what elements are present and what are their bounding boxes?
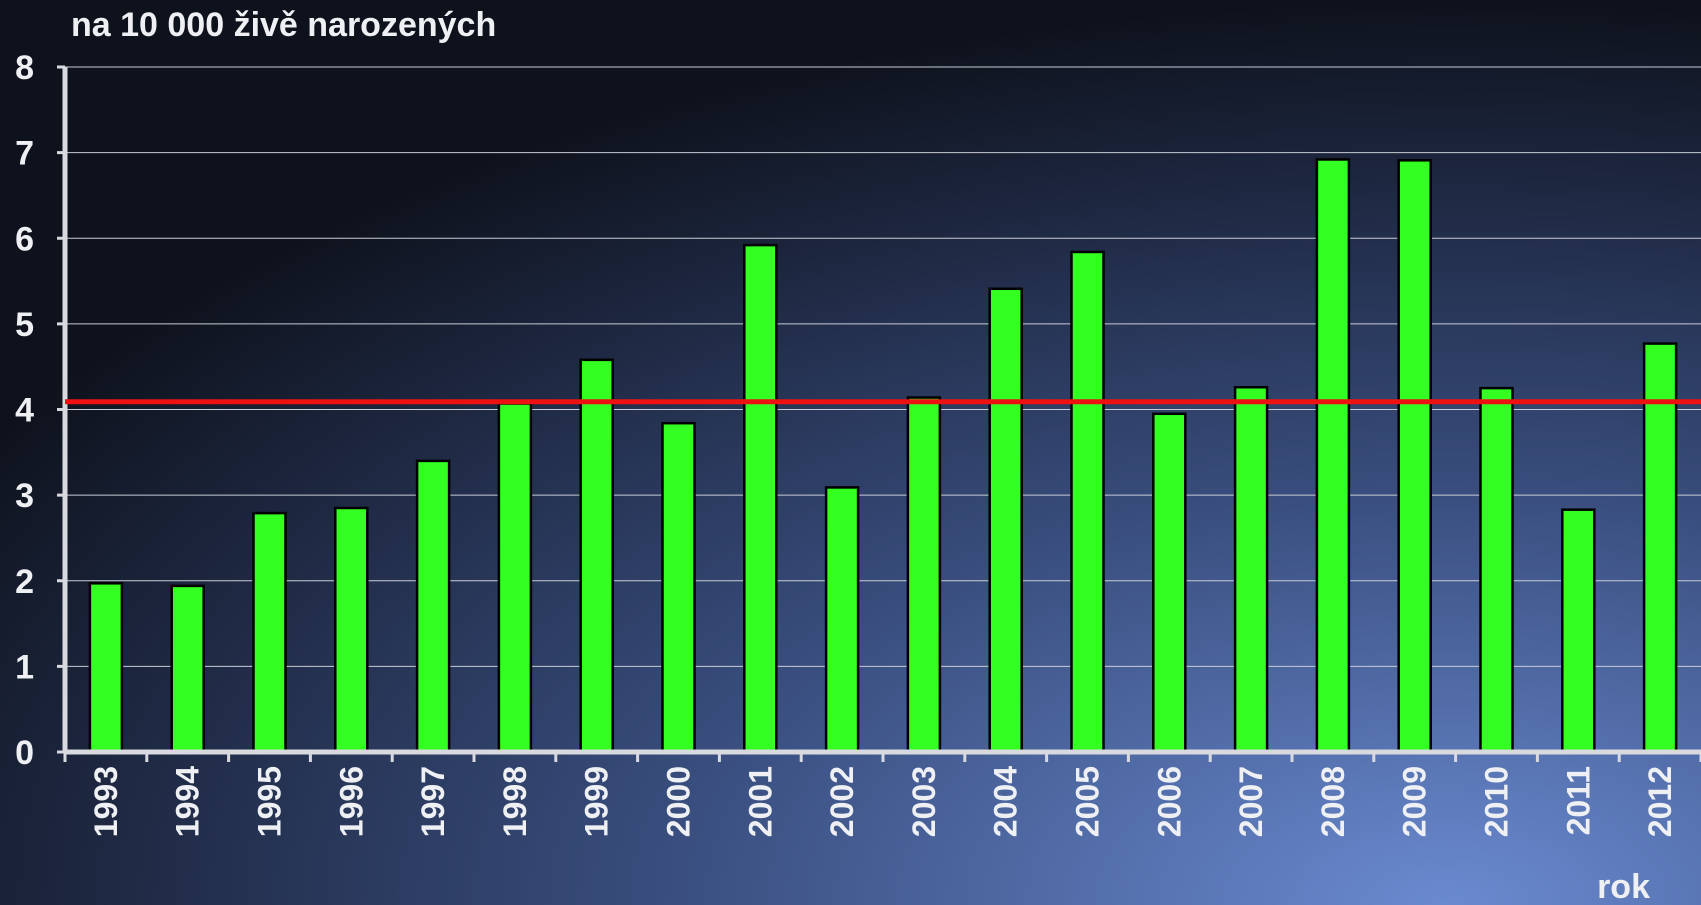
x-tick-label: 2012: [1642, 766, 1678, 837]
x-axis-label: rok: [1597, 868, 1650, 905]
y-tick-label: 3: [15, 477, 34, 515]
bar: [170, 584, 205, 754]
bar: [988, 287, 1023, 754]
x-tick-label: 2006: [1151, 766, 1187, 837]
x-tick-label: 2003: [906, 766, 942, 837]
x-tick-label: 1998: [497, 766, 533, 837]
x-tick-label: 1996: [333, 766, 369, 837]
y-tick-label: 5: [15, 306, 34, 344]
bar: [497, 402, 533, 754]
bar: [661, 421, 696, 754]
y-tick-label: 4: [15, 392, 34, 430]
x-tick-label: 1999: [579, 766, 615, 837]
y-tick-label: 1: [15, 648, 34, 686]
y-tick-label: 2: [15, 563, 34, 601]
bar: [824, 486, 860, 754]
y-tick-label: 6: [15, 220, 34, 258]
bar: [1070, 250, 1105, 754]
bar: [1561, 508, 1596, 754]
x-tick-label: 2004: [988, 766, 1024, 837]
x-tick-label: 2001: [742, 766, 778, 837]
x-tick-label: 1995: [252, 766, 288, 837]
bar: [1642, 342, 1678, 754]
bar: [415, 459, 451, 754]
x-tick-label: 2005: [1070, 766, 1106, 837]
bar: [743, 243, 778, 754]
y-tick-label: 0: [15, 734, 34, 772]
bar: [1233, 385, 1269, 754]
x-tick-label: 2000: [661, 766, 697, 837]
x-tick-label: 2002: [824, 766, 860, 837]
x-tick-label: 2010: [1479, 766, 1515, 837]
bar: [252, 511, 287, 754]
bar: [1479, 386, 1514, 754]
x-tick-label: 2009: [1397, 766, 1433, 837]
y-axis-label: na 10 000 živě narozených: [71, 6, 496, 44]
y-tick-label: 7: [15, 135, 34, 173]
bar: [906, 396, 942, 754]
bar: [1397, 159, 1432, 754]
x-tick-label: 2011: [1560, 766, 1596, 835]
bar: [88, 582, 124, 754]
bar: [1152, 412, 1187, 754]
bar: [579, 358, 614, 754]
bar: [334, 506, 369, 754]
x-tick-label: 1994: [170, 766, 206, 837]
x-tick-label: 2007: [1233, 766, 1269, 837]
bar: [1315, 158, 1351, 754]
x-tick-label: 1997: [415, 766, 451, 837]
x-tick-label: 2008: [1315, 766, 1351, 837]
y-tick-label: 8: [15, 49, 34, 87]
x-tick-label: 1993: [88, 766, 124, 837]
